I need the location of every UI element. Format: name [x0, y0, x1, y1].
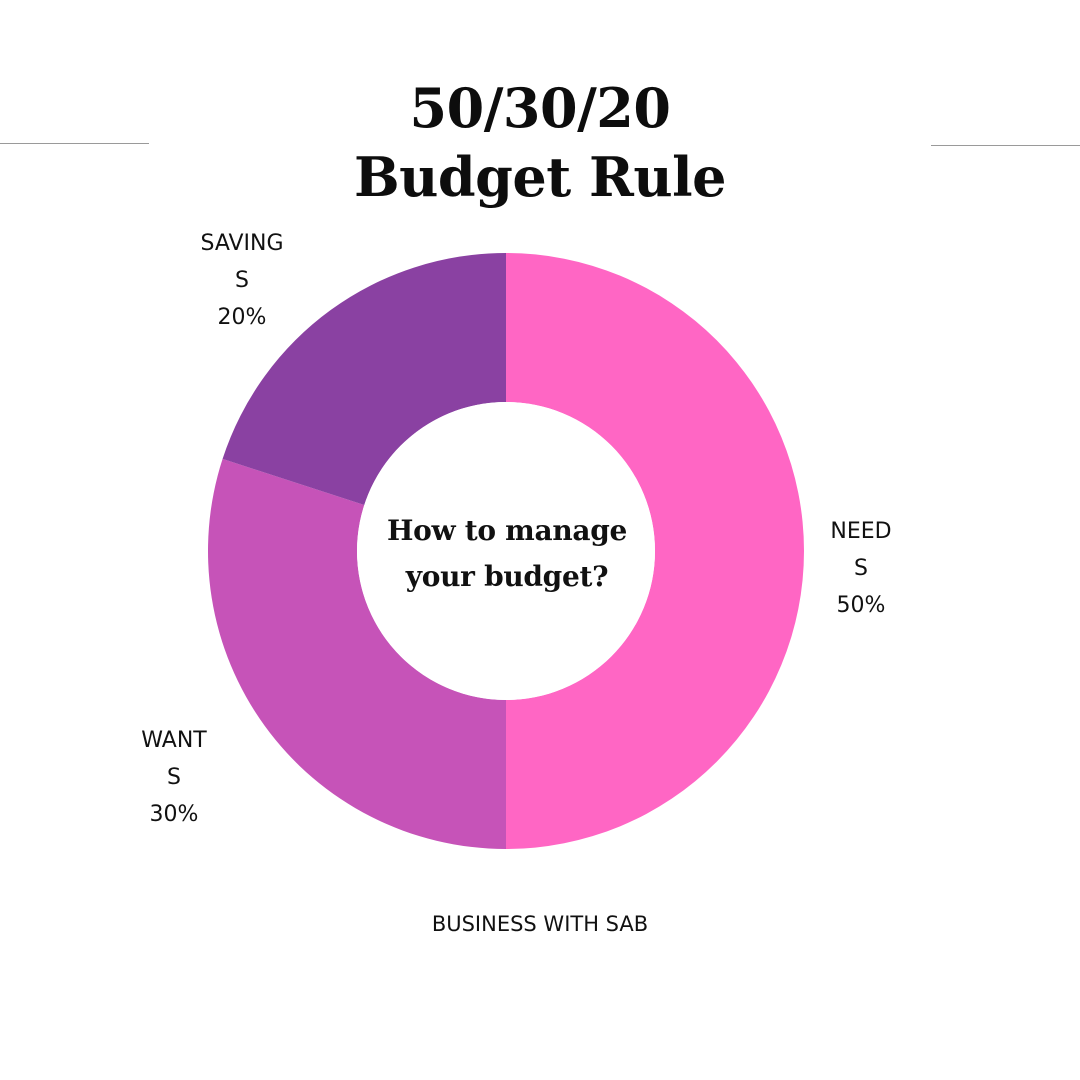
- slice-label-wants-line-2: S: [167, 765, 181, 790]
- donut-slice-wants: [207, 458, 507, 849]
- slice-label-savings-line-2: S: [235, 268, 249, 293]
- donut-slice-savings: [222, 253, 507, 505]
- slice-label-needs-line-3: 50%: [836, 593, 886, 618]
- center-text-line-2: your budget?: [405, 560, 609, 593]
- slice-label-savings-line-1: SAVING: [200, 231, 284, 256]
- slice-label-needs: NEED S 50%: [791, 513, 931, 624]
- slice-label-wants: WANT S 30%: [104, 722, 244, 833]
- center-text-line-1: How to manage: [386, 514, 628, 547]
- slice-label-wants-line-3: 30%: [149, 802, 199, 827]
- title-line-1: 50/30/20: [409, 76, 671, 140]
- donut-hole: [357, 402, 655, 700]
- title-line-2: Budget Rule: [353, 145, 727, 209]
- left-divider-line: [0, 143, 149, 144]
- slice-label-savings-line-3: 20%: [217, 305, 267, 330]
- right-divider-line: [931, 145, 1080, 146]
- footer-brand: BUSINESS WITH SAB: [431, 912, 649, 936]
- slice-label-wants-line-1: WANT: [141, 728, 207, 753]
- slice-label-needs-line-1: NEED: [830, 519, 892, 544]
- slice-label-savings: SAVING S 20%: [172, 225, 312, 336]
- slice-label-needs-line-2: S: [854, 556, 868, 581]
